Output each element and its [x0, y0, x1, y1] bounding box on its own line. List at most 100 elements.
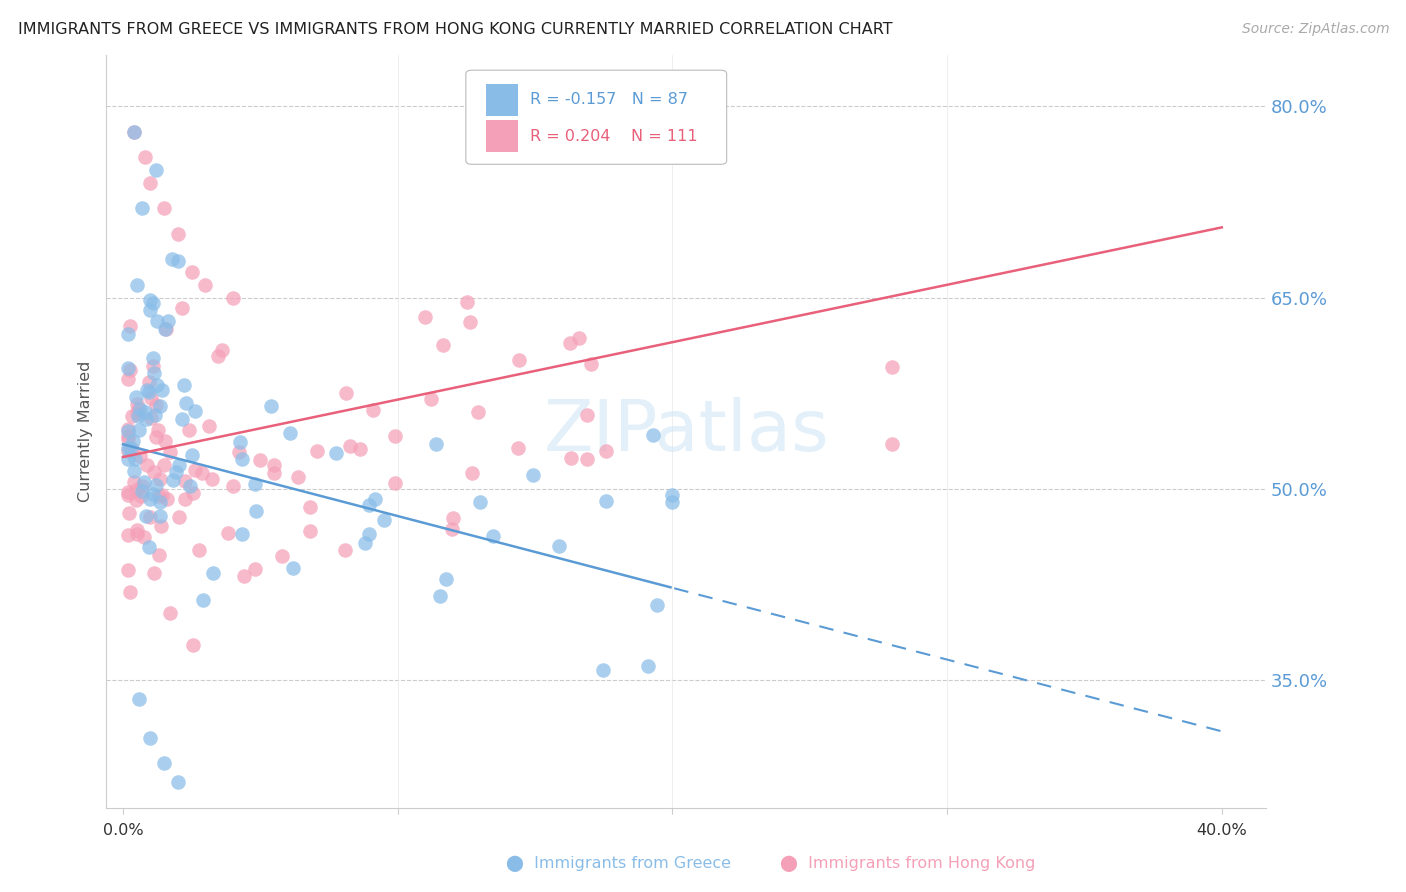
Point — [129, 449, 152, 463]
Point — [522, 467, 544, 482]
Point — [413, 310, 436, 324]
Point — [188, 543, 211, 558]
Point — [333, 543, 356, 558]
Point — [184, 463, 207, 477]
Point — [349, 442, 371, 457]
Point — [134, 150, 156, 164]
Bar — [485, 84, 517, 116]
Point — [201, 472, 224, 486]
Point — [117, 372, 139, 386]
Point — [245, 477, 267, 491]
Point — [150, 488, 173, 502]
Point — [384, 475, 406, 490]
Text: 0.0%: 0.0% — [103, 823, 143, 838]
Point — [245, 562, 267, 576]
Point — [122, 475, 145, 489]
Point — [882, 437, 904, 451]
Point — [263, 458, 285, 472]
Point — [335, 386, 357, 401]
Point — [145, 398, 167, 412]
Point — [139, 176, 162, 190]
Point — [162, 474, 184, 488]
Point — [245, 504, 267, 518]
Point — [299, 524, 322, 538]
Point — [357, 499, 380, 513]
Point — [581, 358, 603, 372]
Point — [325, 446, 347, 460]
Point — [440, 522, 463, 536]
Point — [136, 458, 159, 473]
Bar — [485, 120, 517, 153]
Point — [260, 399, 283, 413]
Point — [174, 491, 197, 506]
Point — [139, 510, 162, 524]
Point — [139, 293, 162, 307]
Point — [135, 412, 157, 426]
Point — [117, 327, 139, 342]
Point — [641, 428, 664, 442]
Point — [198, 419, 221, 434]
Point — [508, 353, 530, 368]
Point — [117, 441, 139, 455]
Point — [153, 434, 176, 448]
Point — [201, 566, 224, 581]
Point — [568, 331, 591, 345]
Point — [117, 424, 139, 438]
Text: ⬤  Immigrants from Greece: ⬤ Immigrants from Greece — [506, 856, 731, 872]
Point — [128, 423, 150, 437]
Point — [167, 227, 190, 241]
Point — [299, 500, 322, 514]
Point — [127, 409, 149, 423]
Point — [146, 378, 169, 392]
Point — [461, 466, 484, 480]
Point — [595, 494, 617, 508]
Text: Source: ZipAtlas.com: Source: ZipAtlas.com — [1241, 22, 1389, 37]
Point — [173, 377, 195, 392]
Point — [167, 510, 190, 524]
Point — [139, 303, 162, 318]
Point — [139, 411, 162, 425]
Point — [142, 487, 165, 501]
Point — [458, 315, 481, 329]
Point — [149, 399, 172, 413]
Point — [128, 692, 150, 706]
Point — [153, 756, 176, 771]
Point — [420, 392, 443, 406]
Point — [131, 201, 153, 215]
Point — [118, 363, 141, 377]
Point — [145, 478, 167, 492]
Point — [139, 392, 162, 406]
Point — [180, 448, 202, 462]
Point — [125, 523, 148, 537]
Point — [117, 563, 139, 577]
Point — [146, 314, 169, 328]
Point — [143, 566, 166, 580]
Point — [575, 408, 598, 422]
Point — [592, 663, 614, 677]
Point — [179, 479, 201, 493]
Point — [432, 338, 454, 352]
Point — [134, 405, 156, 419]
Point — [145, 163, 167, 178]
Point — [125, 483, 148, 497]
Point — [174, 396, 197, 410]
Point — [166, 254, 188, 268]
Point — [231, 527, 253, 541]
Point — [153, 321, 176, 335]
Point — [882, 359, 904, 374]
Point — [429, 589, 451, 603]
Point — [121, 409, 143, 424]
Point — [118, 506, 141, 520]
Point — [125, 493, 148, 508]
Point — [434, 572, 457, 586]
Point — [482, 529, 505, 543]
Point — [280, 426, 302, 441]
Point — [180, 265, 202, 279]
Point — [170, 412, 193, 426]
Point — [560, 451, 582, 466]
Point — [506, 442, 529, 456]
Point — [281, 561, 304, 575]
Point — [121, 434, 143, 448]
Point — [148, 423, 170, 437]
Point — [124, 452, 146, 467]
